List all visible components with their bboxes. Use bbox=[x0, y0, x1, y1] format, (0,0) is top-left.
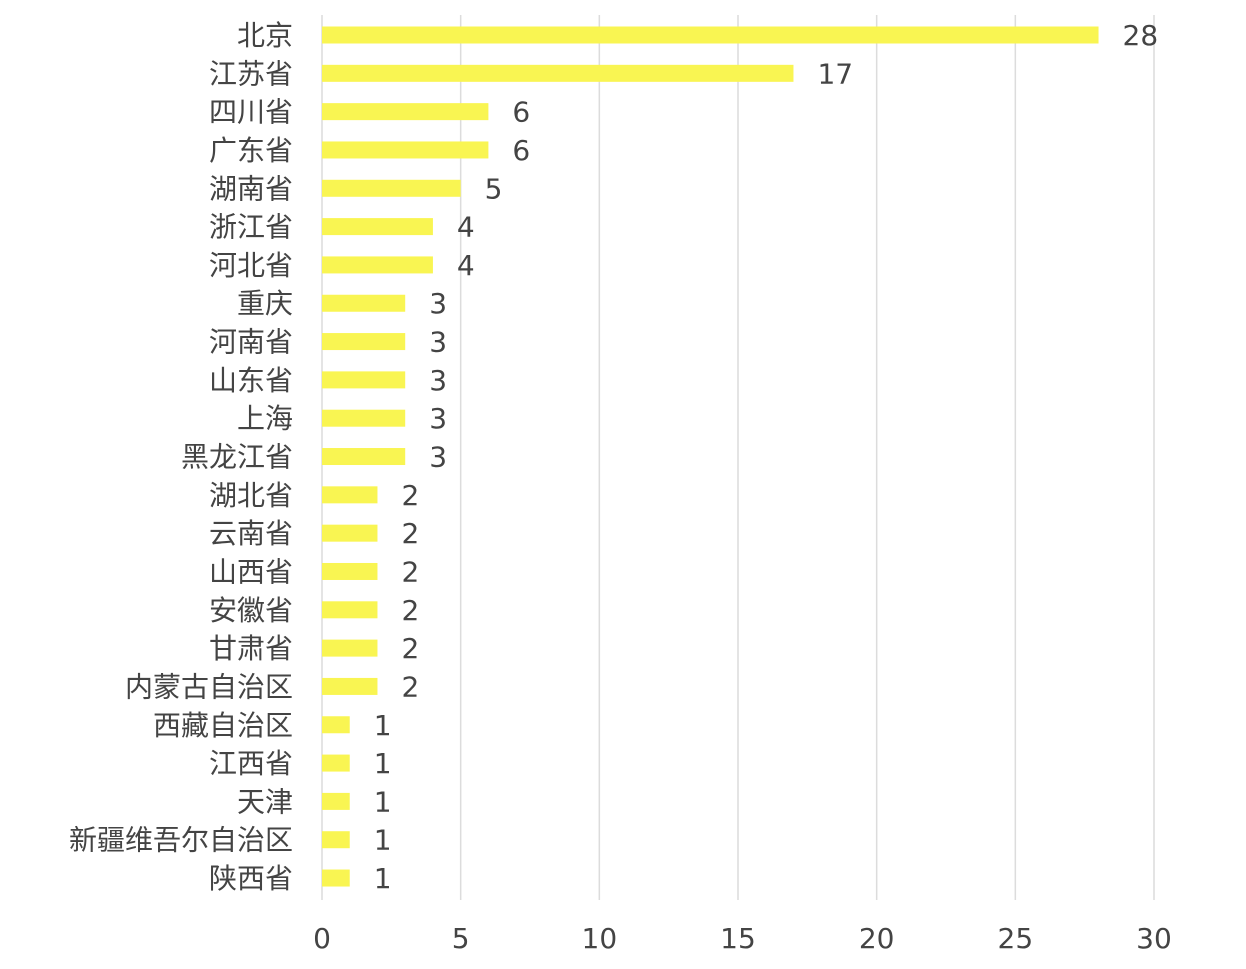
value-label: 6 bbox=[512, 96, 530, 129]
value-label: 3 bbox=[429, 441, 447, 474]
x-tick-label: 30 bbox=[1136, 922, 1172, 955]
bar bbox=[322, 294, 406, 312]
bar bbox=[322, 141, 489, 159]
x-tick-label: 5 bbox=[452, 922, 470, 955]
value-label: 4 bbox=[457, 211, 475, 244]
category-label: 浙江省 bbox=[209, 211, 293, 244]
category-label: 北京 bbox=[237, 19, 293, 52]
bar bbox=[322, 639, 378, 657]
bar bbox=[322, 409, 406, 427]
bar bbox=[322, 562, 378, 580]
value-label: 2 bbox=[401, 594, 419, 627]
category-label: 山东省 bbox=[209, 364, 293, 397]
category-label: 广东省 bbox=[209, 134, 293, 167]
x-tick-label: 25 bbox=[998, 922, 1034, 955]
category-label: 安徽省 bbox=[209, 594, 293, 627]
category-label: 重庆 bbox=[237, 287, 293, 320]
value-label: 1 bbox=[374, 824, 392, 857]
category-label: 江西省 bbox=[209, 747, 293, 780]
bar bbox=[322, 486, 378, 504]
category-label: 河南省 bbox=[209, 326, 293, 359]
category-label: 陕西省 bbox=[209, 862, 293, 895]
bar bbox=[322, 64, 794, 82]
grid-layer bbox=[321, 15, 1155, 900]
value-label: 2 bbox=[401, 632, 419, 665]
value-label: 3 bbox=[429, 402, 447, 435]
bar bbox=[322, 448, 406, 466]
value-label: 1 bbox=[374, 862, 392, 895]
category-label: 新疆维吾尔自治区 bbox=[69, 824, 293, 857]
bar bbox=[322, 371, 406, 389]
bar bbox=[322, 869, 350, 887]
category-label: 河北省 bbox=[209, 249, 293, 282]
value-label: 2 bbox=[401, 517, 419, 550]
bar bbox=[322, 26, 1099, 44]
category-label: 黑龙江省 bbox=[181, 441, 293, 474]
value-label: 2 bbox=[401, 670, 419, 703]
x-axis-tick-layer: 0 5 10 15 20 25 30 bbox=[313, 922, 1172, 955]
bar bbox=[322, 792, 350, 810]
bar-layer bbox=[322, 26, 1099, 887]
category-label: 湖北省 bbox=[209, 479, 293, 512]
value-label: 1 bbox=[374, 709, 392, 742]
x-tick-label: 15 bbox=[720, 922, 756, 955]
category-label: 甘肃省 bbox=[209, 632, 293, 665]
bar bbox=[322, 333, 406, 351]
category-label: 四川省 bbox=[209, 96, 293, 129]
bar bbox=[322, 218, 433, 236]
bar bbox=[322, 716, 350, 734]
value-label: 6 bbox=[512, 134, 530, 167]
category-label: 西藏自治区 bbox=[153, 709, 293, 742]
x-tick-label: 20 bbox=[859, 922, 895, 955]
bar bbox=[322, 524, 378, 542]
value-label: 1 bbox=[374, 747, 392, 780]
bar bbox=[322, 103, 489, 121]
category-label: 山西省 bbox=[209, 555, 293, 588]
bar bbox=[322, 831, 350, 849]
bar bbox=[322, 601, 378, 619]
value-label: 2 bbox=[401, 555, 419, 588]
category-label: 上海 bbox=[237, 402, 293, 435]
value-label: 2 bbox=[401, 479, 419, 512]
bar bbox=[322, 256, 433, 274]
x-tick-label: 10 bbox=[582, 922, 618, 955]
category-label: 天津 bbox=[237, 785, 293, 818]
value-label: 3 bbox=[429, 287, 447, 320]
x-tick-label: 0 bbox=[313, 922, 331, 955]
bar bbox=[322, 179, 461, 197]
value-label: 3 bbox=[429, 364, 447, 397]
bar bbox=[322, 677, 378, 695]
value-label: 1 bbox=[374, 785, 392, 818]
value-label: 17 bbox=[817, 57, 853, 90]
value-label: 28 bbox=[1123, 19, 1159, 52]
bar bbox=[322, 754, 350, 772]
value-label: 5 bbox=[485, 172, 503, 205]
category-label: 江苏省 bbox=[209, 57, 293, 90]
value-label: 4 bbox=[457, 249, 475, 282]
category-label: 云南省 bbox=[209, 517, 293, 550]
value-label: 3 bbox=[429, 326, 447, 359]
category-label-layer: 北京江苏省四川省广东省湖南省浙江省河北省重庆河南省山东省上海黑龙江省湖北省云南省… bbox=[69, 19, 293, 895]
category-label: 湖南省 bbox=[209, 172, 293, 205]
category-label: 内蒙古自治区 bbox=[125, 670, 293, 703]
